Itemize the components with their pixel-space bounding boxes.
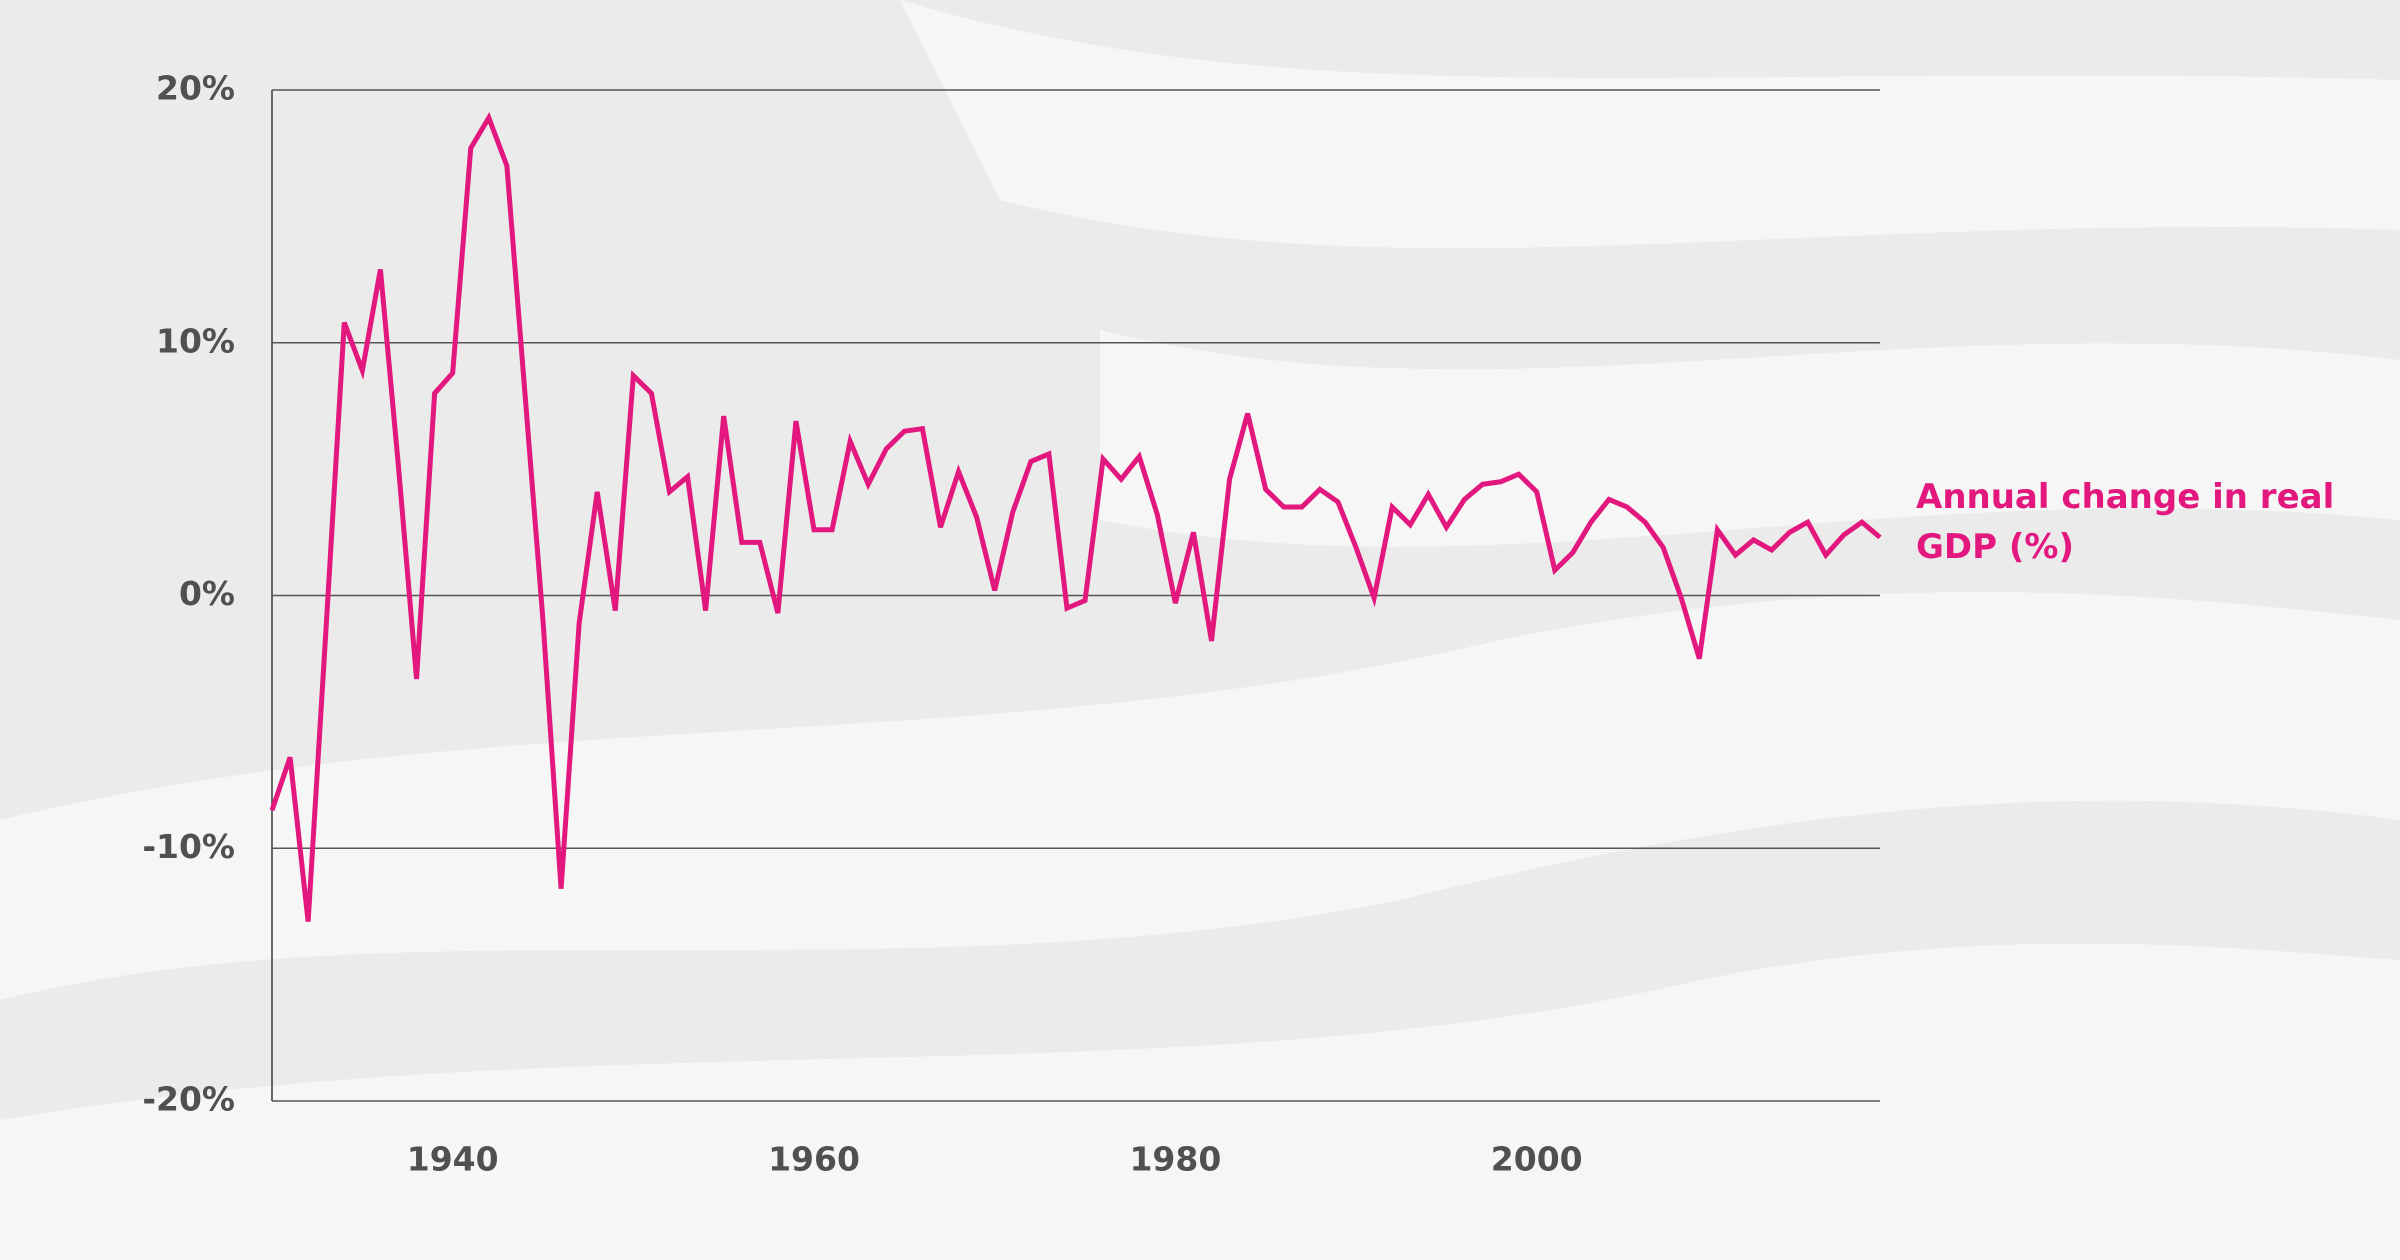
y-tick-label: -20%	[142, 1080, 235, 1119]
y-tick-label: -10%	[142, 827, 235, 866]
y-tick-label: 10%	[156, 321, 235, 360]
x-tick-label: 2000	[1491, 1140, 1583, 1179]
x-tick-label: 1980	[1129, 1140, 1221, 1179]
legend-label: Annual change in real GDP (%)	[1916, 477, 2335, 567]
data-line	[269, 112, 1882, 922]
x-tick-label: 1960	[768, 1140, 860, 1179]
y-tick-label: 20%	[156, 69, 235, 108]
y-tick-label: 0%	[179, 574, 235, 613]
x-tick-label: 1940	[407, 1140, 499, 1179]
